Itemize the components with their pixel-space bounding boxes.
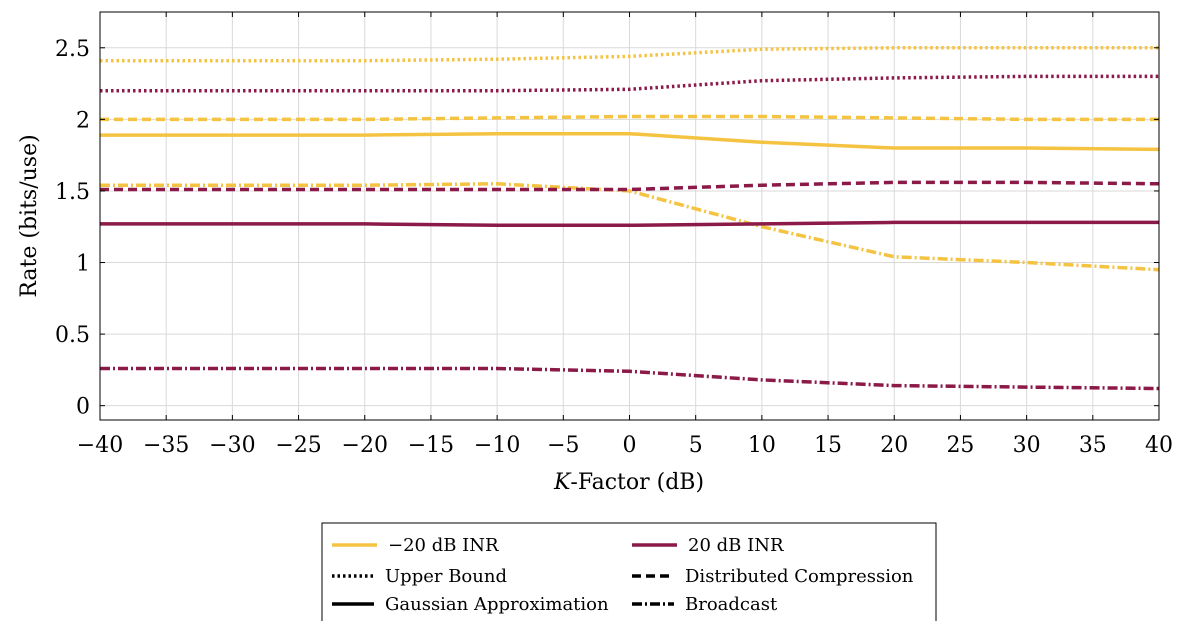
x-tick-label: 35	[1079, 433, 1107, 458]
x-tick-label: 30	[1013, 433, 1041, 458]
legend-item-distributed: Distributed Compression	[632, 566, 914, 587]
y-tick-label: 1	[76, 252, 90, 277]
x-axis-label-rest: -Factor (dB)	[570, 470, 704, 495]
x-tick-label: −35	[143, 433, 189, 458]
legend-item-gaussian: Gaussian Approximation	[332, 594, 609, 615]
x-tick-label: 25	[946, 433, 974, 458]
series-line-low-inr-broadcast	[100, 182, 1160, 272]
legend-item-upper: Upper Bound	[332, 566, 507, 587]
series-lines	[100, 46, 1160, 391]
x-tick-label: −25	[275, 433, 321, 458]
y-tick-label: 0	[76, 395, 90, 420]
axis-ticks: −40 −35 −30 −25 −20 −15 −10 −5 0 5 10 15 20 25 30 35 400…	[55, 12, 1173, 458]
series-line-high-inr-upper	[100, 74, 1159, 93]
x-axis-label: K-Factor (dB)	[553, 470, 704, 495]
legend-label: 20 dB INR	[688, 535, 784, 556]
legend-box	[321, 522, 937, 624]
legend-item-broadcast: Broadcast	[632, 594, 778, 615]
legend-label: Gaussian Approximation	[385, 594, 609, 615]
y-axis-label: Rate (bits/use)	[17, 134, 42, 297]
legend-item-high_inr: 20 dB INR	[632, 535, 784, 556]
y-tick-label: 1.5	[55, 180, 90, 205]
legend-item-low_inr: −20 dB INR	[332, 535, 499, 556]
x-tick-label: 20	[880, 433, 908, 458]
y-tick-label: 2	[76, 108, 90, 133]
legend-label: Upper Bound	[385, 566, 507, 587]
legend-label: Broadcast	[685, 594, 778, 615]
series-line-low-inr-gaussian	[100, 131, 1160, 152]
series-line-high-inr-gaussian	[100, 220, 1159, 228]
x-tick-label: 0	[623, 433, 637, 458]
x-tick-label: −10	[474, 433, 520, 458]
series-line-low-inr-distributed	[100, 114, 1159, 122]
x-tick-label: 10	[748, 433, 776, 458]
x-tick-label: −5	[547, 433, 579, 458]
x-tick-label: 5	[689, 433, 703, 458]
x-tick-label: −40	[77, 433, 123, 458]
grid	[99, 12, 1160, 420]
x-tick-label: −30	[209, 433, 255, 458]
x-tick-label: −20	[342, 433, 388, 458]
x-tick-label: 40	[1145, 433, 1173, 458]
legend-label: Distributed Compression	[685, 566, 914, 587]
series-line-low-inr-upper	[100, 46, 1159, 63]
series-line-high-inr-broadcast	[100, 366, 1160, 391]
x-tick-label: 15	[814, 433, 842, 458]
legend-label: −20 dB INR	[388, 535, 499, 556]
y-tick-label: 2.5	[55, 37, 90, 62]
x-axis-label-italic: K	[553, 470, 572, 495]
series-line-high-inr-distributed	[100, 180, 1160, 192]
y-tick-label: 0.5	[55, 323, 90, 348]
x-tick-label: −15	[408, 433, 454, 458]
legend: −20 dB INR 20 dB INR Upper Bound Distribute…	[321, 522, 937, 624]
